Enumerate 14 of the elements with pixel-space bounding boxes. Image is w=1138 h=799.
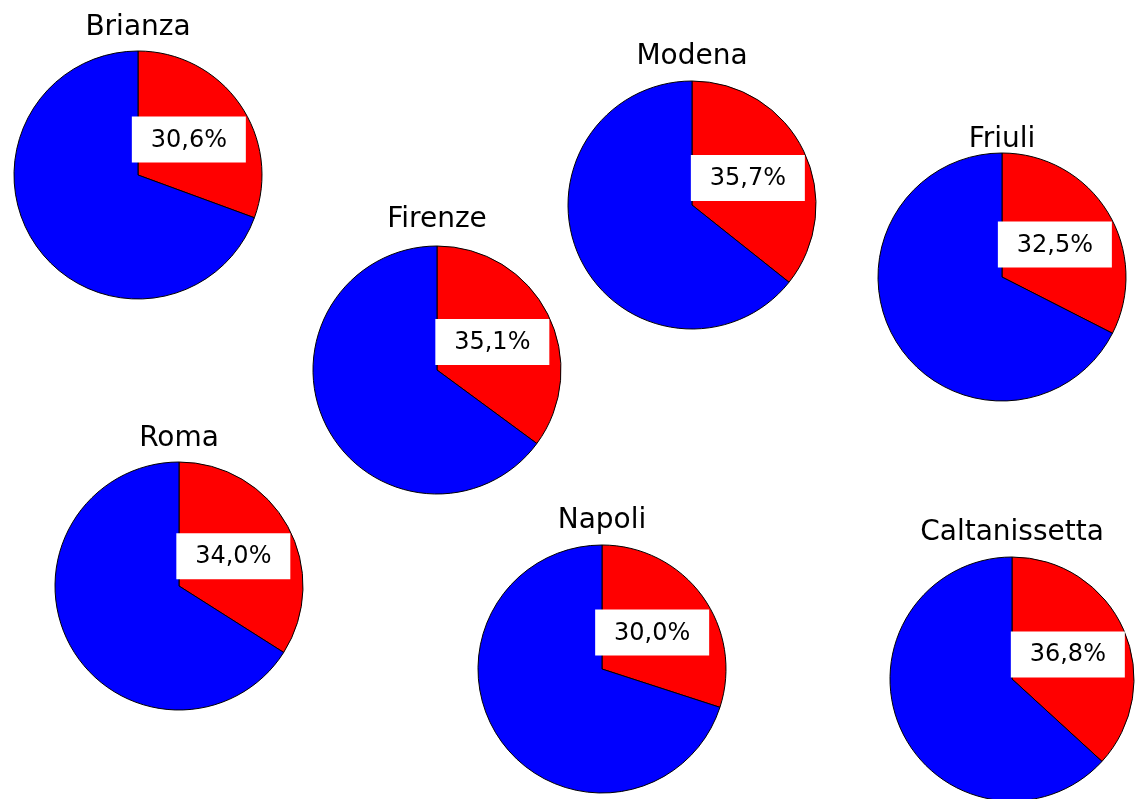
- data-label: 30,0%: [614, 617, 691, 646]
- chart-title: Modena: [636, 38, 748, 71]
- data-label: 34,0%: [195, 541, 272, 570]
- data-label: 35,1%: [454, 327, 531, 356]
- chart-title: Friuli: [968, 121, 1036, 154]
- chart-title: Napoli: [557, 502, 647, 535]
- data-label: 32,5%: [1016, 229, 1093, 258]
- data-label: 36,8%: [1029, 639, 1106, 668]
- data-label: 35,7%: [709, 163, 786, 192]
- chart-title: Brianza: [85, 9, 191, 42]
- chart-title: Firenze: [387, 201, 487, 234]
- data-label: 30,6%: [150, 124, 227, 153]
- chart-title: Roma: [139, 420, 219, 453]
- chart-title: Caltanissetta: [920, 514, 1104, 547]
